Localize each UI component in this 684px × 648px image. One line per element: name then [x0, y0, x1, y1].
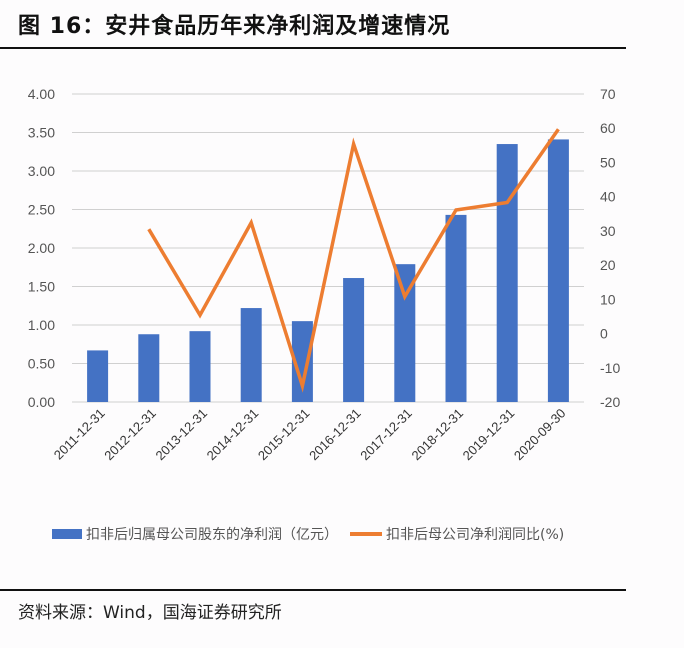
bottom-rule — [0, 589, 626, 591]
chart-legend: 扣非后归属母公司股东的净利润（亿元） 扣非后母公司净利润同比(%) — [52, 524, 564, 544]
bar — [189, 331, 211, 402]
right-tick-label: -10 — [600, 360, 620, 376]
figure-title: 图 16：安井食品历年来净利润及增速情况 — [18, 14, 451, 39]
right-tick-label: 20 — [600, 257, 616, 273]
left-tick-label: 2.00 — [28, 240, 55, 256]
left-tick-label: 3.00 — [28, 163, 55, 179]
left-tick-label: 2.50 — [28, 202, 55, 218]
right-tick-label: 30 — [600, 223, 616, 239]
bar — [496, 144, 518, 403]
combo-chart: 0.00 0.50 1.00 1.50 2.00 2.50 3.00 3.50 4.00 -20… — [28, 86, 621, 464]
x-tick-label: 2017-12-31 — [357, 406, 415, 464]
right-axis-ticks: -20 -10 0 10 20 30 40 50 60 70 — [600, 86, 620, 410]
left-tick-label: 0.00 — [28, 394, 55, 410]
legend-line-label: 扣非后母公司净利润同比(%) — [386, 527, 565, 543]
x-tick-label: 2012-12-31 — [101, 406, 159, 464]
x-tick-label: 2013-12-31 — [152, 406, 210, 464]
left-tick-label: 1.00 — [28, 317, 55, 333]
bar — [87, 350, 109, 402]
bar — [240, 308, 262, 402]
x-tick-label: 2019-12-31 — [460, 406, 518, 464]
right-tick-label: -20 — [600, 394, 620, 410]
right-tick-label: 0 — [600, 326, 608, 342]
bar — [291, 321, 313, 402]
right-tick-label: 60 — [600, 120, 616, 136]
bar — [394, 264, 416, 402]
legend-line-swatch — [350, 532, 382, 536]
bar — [547, 139, 569, 402]
left-tick-label: 0.50 — [28, 356, 55, 372]
right-tick-label: 10 — [600, 291, 616, 307]
legend-bar-swatch — [52, 529, 82, 539]
left-tick-label: 1.50 — [28, 279, 55, 295]
left-tick-label: 3.50 — [28, 125, 55, 141]
top-rule — [0, 47, 626, 49]
bar — [343, 278, 365, 402]
bar-series — [87, 139, 569, 403]
right-tick-label: 50 — [600, 154, 616, 170]
bar — [445, 214, 467, 402]
right-tick-label: 40 — [600, 189, 616, 205]
x-tick-label: 2018-12-31 — [408, 406, 466, 464]
x-axis-ticks: 2011-12-312012-12-312013-12-312014-12-31… — [51, 406, 569, 464]
line-series — [147, 128, 560, 393]
bar — [138, 334, 160, 402]
left-axis-ticks: 0.00 0.50 1.00 1.50 2.00 2.50 3.00 3.50 4.00 — [28, 86, 55, 410]
right-tick-label: 70 — [600, 86, 616, 102]
x-tick-label: 2014-12-31 — [204, 406, 262, 464]
x-tick-label: 2020-09-30 — [511, 406, 569, 464]
x-tick-label: 2016-12-31 — [306, 406, 364, 464]
legend-bar-label: 扣非后归属母公司股东的净利润（亿元） — [86, 527, 338, 543]
left-tick-label: 4.00 — [28, 86, 55, 102]
source-note: 资料来源：Wind，国海证券研究所 — [18, 603, 282, 623]
x-tick-label: 2015-12-31 — [255, 406, 313, 464]
x-tick-label: 2011-12-31 — [51, 406, 108, 463]
